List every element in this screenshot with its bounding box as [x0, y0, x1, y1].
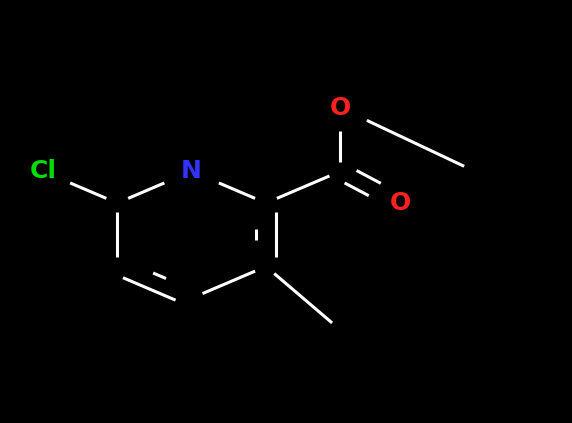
Text: N: N	[181, 159, 202, 183]
Text: O: O	[329, 96, 351, 120]
Text: Cl: Cl	[29, 159, 57, 183]
Text: O: O	[390, 191, 411, 215]
